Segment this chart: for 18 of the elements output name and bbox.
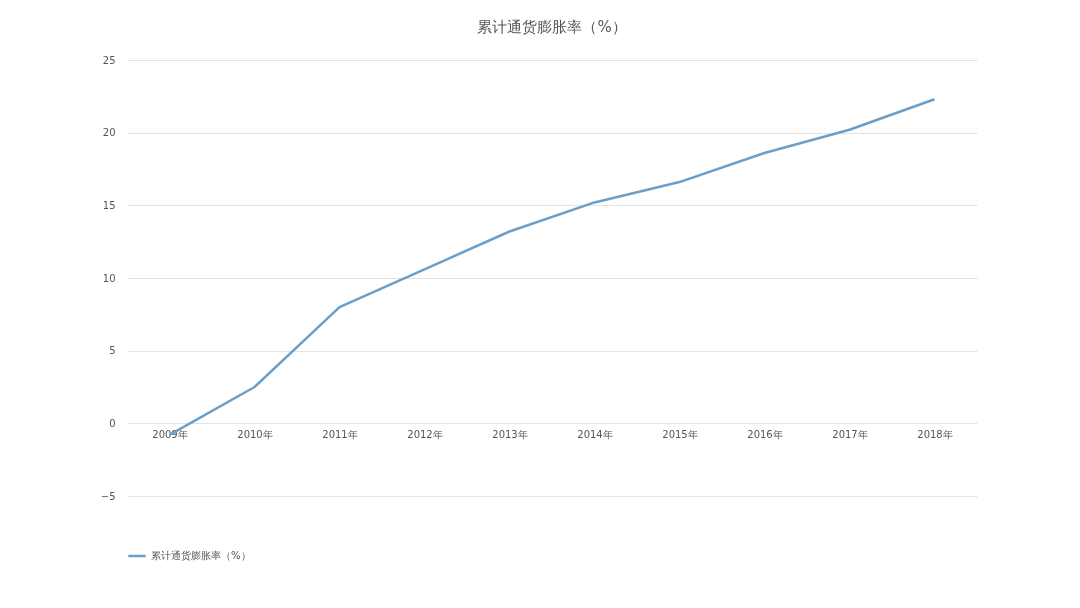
y-tick-label: 20 (102, 127, 116, 139)
y-tick-label: 15 (102, 199, 116, 211)
legend-label: 累计通货膨胀率（%） (151, 550, 251, 561)
x-tick-label: 2012年 (407, 428, 443, 440)
x-tick-label: 2016年 (747, 428, 783, 440)
x-tick-label: 2011年 (322, 428, 358, 440)
x-tick-label: 2014年 (577, 428, 613, 440)
x-tick-label: 2013年 (492, 428, 528, 440)
x-tick-label: 2015年 (662, 428, 698, 440)
y-tick-label: 0 (109, 417, 116, 429)
x-tick-label: 2010年 (237, 428, 273, 440)
chart-title: 累计通货膨胀率（%） (477, 18, 627, 36)
y-tick-label: −5 (100, 490, 116, 502)
x-tick-label: 2017年 (832, 428, 868, 440)
y-tick-label: 25 (102, 54, 116, 66)
y-tick-label: 5 (109, 345, 116, 357)
x-tick-label: 2018年 (917, 428, 953, 440)
y-tick-label: 10 (102, 272, 116, 284)
